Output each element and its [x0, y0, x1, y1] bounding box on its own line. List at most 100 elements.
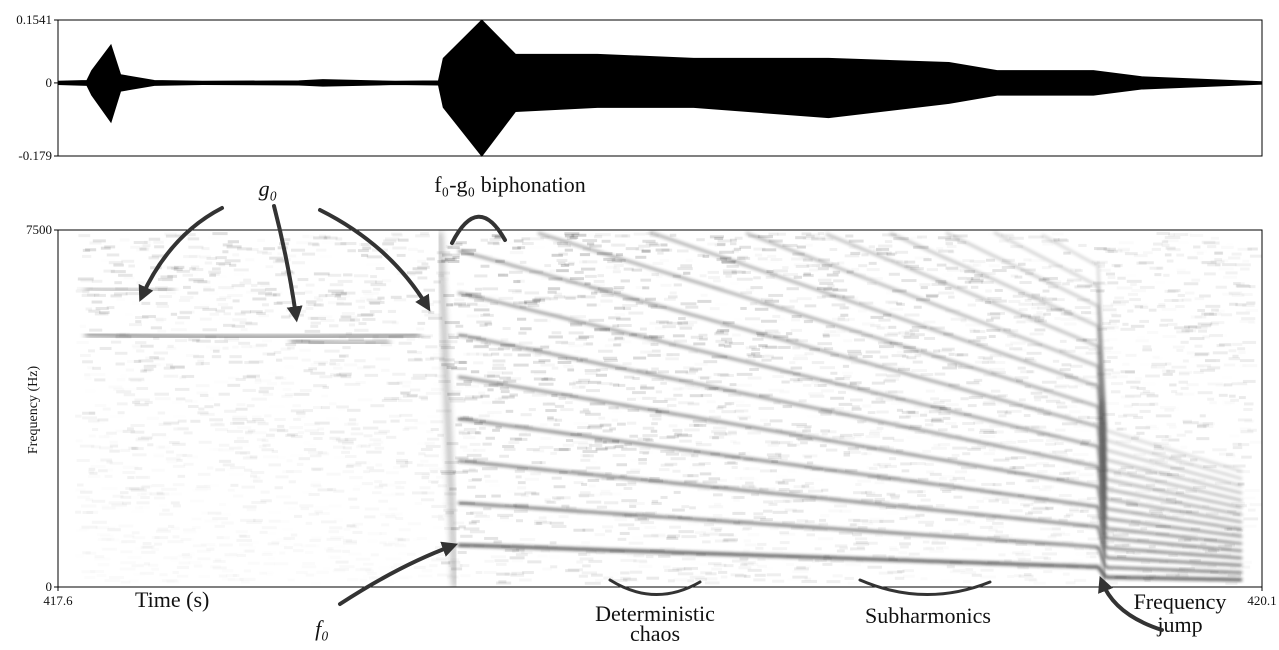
texture [511, 290, 522, 294]
texture [284, 546, 293, 550]
texture [802, 258, 813, 262]
texture [1018, 291, 1025, 295]
texture [146, 417, 158, 420]
texture [406, 294, 419, 298]
texture [779, 441, 791, 445]
texture [305, 283, 315, 287]
texture [222, 569, 233, 572]
texture [257, 239, 265, 242]
texture [193, 280, 208, 284]
texture [626, 387, 636, 391]
texture [707, 388, 717, 392]
texture [133, 359, 142, 363]
texture [514, 437, 528, 441]
texture [623, 486, 633, 490]
texture [194, 306, 209, 310]
texture [323, 236, 338, 240]
texture [888, 302, 896, 305]
texture [190, 419, 201, 423]
texture [117, 378, 126, 381]
texture [1086, 555, 1096, 558]
texture [848, 384, 860, 388]
texture [577, 446, 588, 450]
texture [254, 381, 261, 384]
texture [730, 242, 737, 246]
texture [365, 507, 379, 510]
harmonic [1041, 234, 1243, 473]
texture [160, 275, 173, 279]
texture [926, 268, 939, 272]
texture [831, 262, 840, 266]
texture [1158, 514, 1167, 518]
texture [599, 492, 613, 496]
texture [404, 426, 418, 430]
texture [890, 548, 899, 551]
texture [408, 522, 421, 525]
texture [1132, 552, 1141, 556]
texture [744, 317, 761, 321]
texture [541, 277, 549, 280]
texture [547, 287, 561, 291]
texture [437, 553, 447, 556]
texture [325, 293, 334, 297]
texture [717, 373, 730, 377]
texture [373, 287, 381, 291]
texture [565, 296, 576, 300]
texture [920, 372, 934, 376]
texture [1117, 458, 1123, 461]
texture [674, 432, 682, 436]
texture [639, 327, 647, 331]
texture [1219, 343, 1232, 347]
texture [1072, 524, 1089, 528]
texture [1153, 442, 1169, 446]
texture [203, 288, 215, 292]
texture [775, 452, 782, 456]
texture [789, 361, 796, 365]
texture [97, 418, 109, 422]
texture [666, 404, 677, 408]
texture [571, 469, 587, 473]
texture [1151, 247, 1162, 251]
texture [737, 519, 754, 523]
texture [114, 281, 122, 285]
texture [302, 562, 315, 565]
texture [602, 525, 614, 529]
texture [196, 391, 207, 394]
texture [868, 467, 878, 471]
texture [590, 461, 597, 464]
texture [144, 368, 154, 372]
texture [267, 382, 277, 385]
texture [527, 304, 540, 308]
texture [317, 427, 324, 430]
texture [585, 550, 597, 554]
texture [840, 313, 849, 317]
texture [683, 480, 697, 484]
texture [989, 425, 1004, 428]
texture [313, 360, 329, 364]
texture [944, 279, 954, 282]
texture [436, 409, 452, 413]
texture [1159, 323, 1168, 327]
texture [296, 309, 307, 313]
texture [1038, 516, 1052, 520]
texture [674, 370, 689, 374]
texture [1210, 260, 1225, 264]
texture [551, 394, 558, 398]
texture [493, 236, 503, 240]
texture [362, 426, 379, 430]
texture [672, 469, 681, 473]
texture [329, 430, 345, 434]
texture [156, 529, 171, 533]
texture [1103, 325, 1119, 329]
texture [580, 454, 589, 457]
texture [589, 444, 603, 448]
texture [903, 335, 919, 339]
texture [183, 255, 198, 259]
texture [575, 337, 587, 341]
y-tick-label: 0 [46, 579, 53, 594]
texture [496, 562, 507, 566]
texture [187, 237, 200, 241]
texture [1031, 306, 1039, 309]
texture [1066, 279, 1074, 283]
texture [867, 565, 882, 569]
